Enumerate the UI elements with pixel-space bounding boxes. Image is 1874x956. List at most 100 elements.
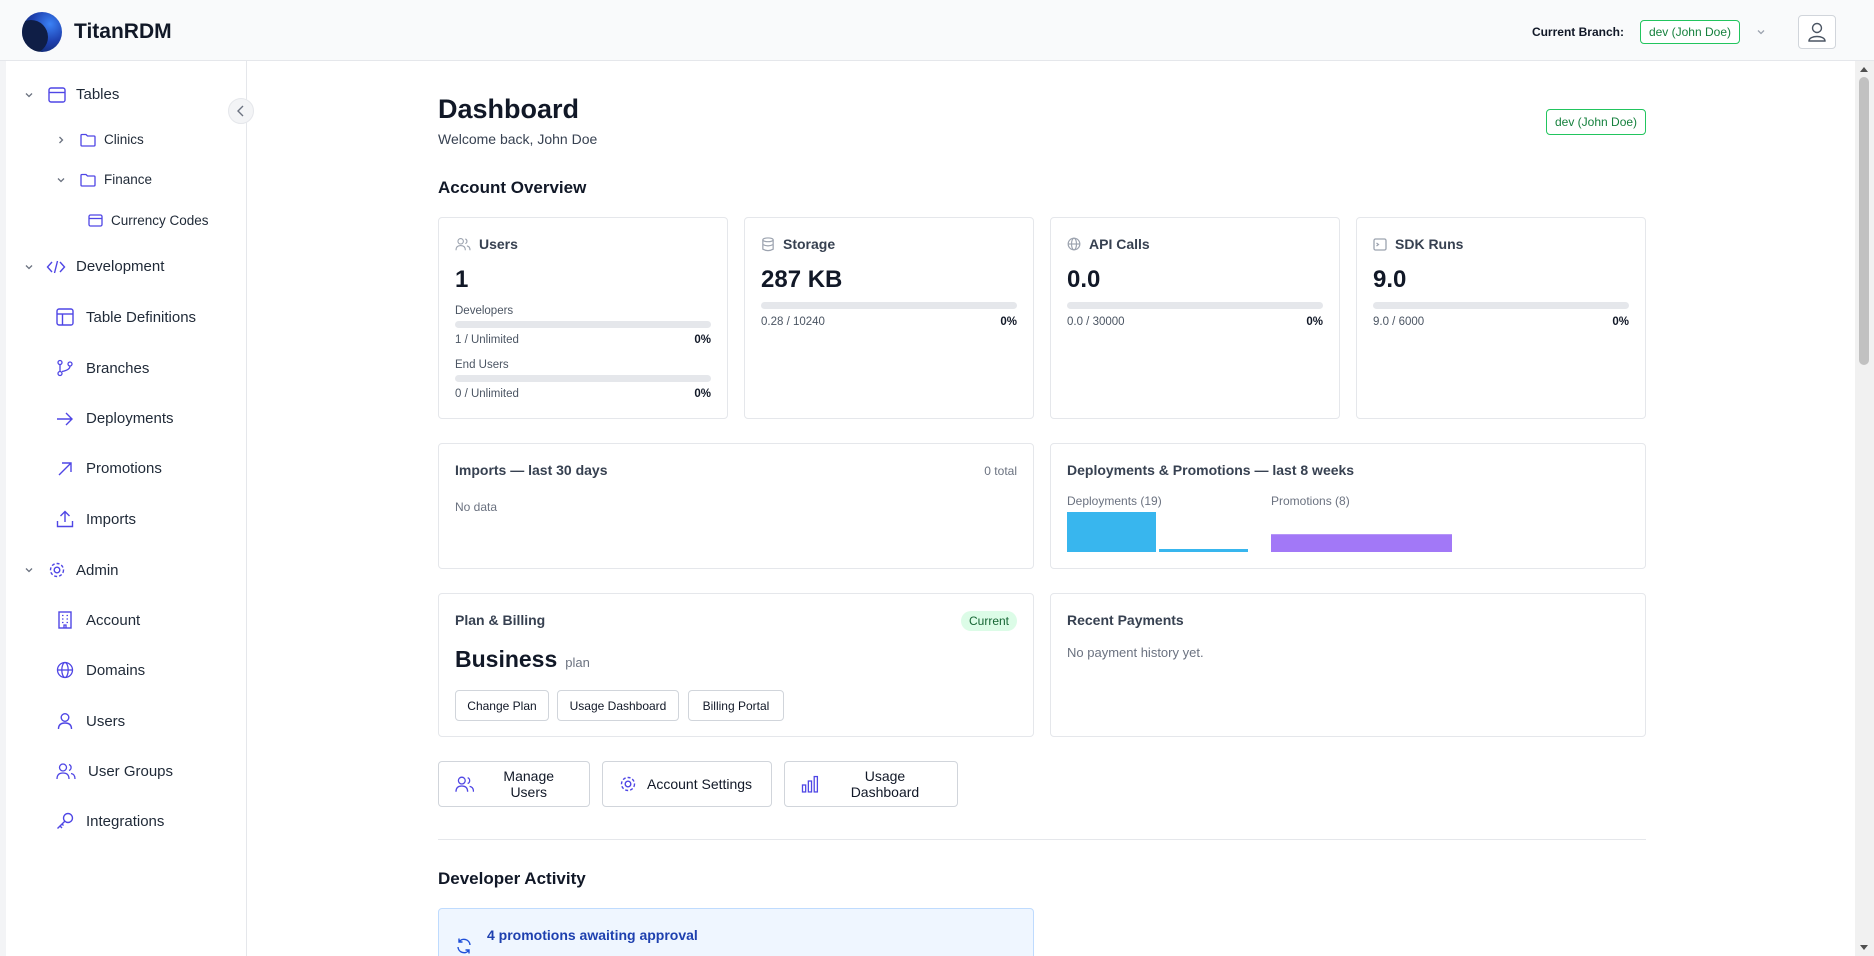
- developer-activity-title: Developer Activity: [438, 869, 586, 888]
- brand[interactable]: TitanRDM: [22, 12, 172, 52]
- sidebar-item-label: Table Definitions: [86, 308, 197, 326]
- branch-badge: dev (John Doe): [1546, 109, 1647, 135]
- user-icon: [1808, 22, 1826, 42]
- sidebar-item-user-groups[interactable]: User Groups: [56, 762, 173, 780]
- users-card: Users 1 Developers 1 / Unlimited 0% End …: [438, 217, 728, 419]
- plan-suffix: plan: [565, 655, 590, 670]
- sidebar-section-admin[interactable]: Admin: [24, 561, 119, 579]
- usage-text: 0 / Unlimited: [455, 388, 519, 400]
- sidebar-item-label: Tables: [76, 86, 120, 103]
- chevron-down-icon[interactable]: [1756, 27, 1766, 37]
- sidebar-section-tables[interactable]: Tables: [24, 86, 119, 103]
- sidebar-item-label: Deployments: [86, 410, 174, 427]
- sidebar-item-clinics[interactable]: Clinics: [56, 132, 144, 147]
- top-header: TitanRDM Current Branch: dev (John Doe): [0, 0, 1874, 61]
- usage-text: 9.0 / 6000: [1373, 316, 1425, 328]
- card-title: Deployments & Promotions — last 8 weeks: [1067, 462, 1355, 478]
- users-icon: [455, 776, 475, 792]
- chevron-down-icon: [25, 264, 33, 269]
- sidebar-item-promotions[interactable]: Promotions: [56, 460, 162, 477]
- key-icon: [57, 812, 74, 829]
- usage-dashboard-button[interactable]: Usage Dashboard: [557, 690, 679, 721]
- chevron-left-icon: [237, 105, 244, 117]
- sidebar-item-label: Admin: [76, 561, 119, 579]
- sidebar-item-branches[interactable]: Branches: [56, 359, 149, 377]
- manage-users-button[interactable]: Manage Users: [438, 761, 590, 807]
- arrow-right-icon: [57, 412, 73, 425]
- storage-value: 287 KB: [761, 266, 843, 293]
- database-icon: [762, 236, 774, 251]
- collapse-sidebar-button[interactable]: [228, 98, 254, 124]
- sidebar-section-development[interactable]: Development: [24, 258, 164, 275]
- refresh-icon: [457, 938, 471, 954]
- usage-percent: 0%: [1306, 316, 1323, 328]
- api-calls-card: API Calls 0.0 0.0 / 30000 0%: [1050, 217, 1340, 419]
- plan-name-row: Business plan: [455, 646, 590, 673]
- folder-icon: [80, 173, 96, 187]
- sidebar-item-label: Finance: [104, 172, 153, 187]
- usage-percent: 0%: [1612, 316, 1629, 328]
- button-label: Account Settings: [647, 776, 753, 792]
- sdk-runs-progress: [1373, 302, 1629, 309]
- globe-icon: [56, 661, 74, 679]
- branch-selector: Current Branch: dev (John Doe): [1532, 20, 1766, 44]
- sidebar-item-domains[interactable]: Domains: [56, 661, 145, 679]
- account-settings-button[interactable]: Account Settings: [602, 761, 772, 807]
- end-users-progress: [455, 375, 711, 382]
- sidebar-item-label: Clinics: [104, 132, 144, 147]
- sidebar-item-table-definitions[interactable]: Table Definitions: [56, 308, 196, 326]
- scrollbar[interactable]: [1855, 61, 1874, 956]
- sidebar-item-label: Account: [86, 611, 141, 629]
- usage-dashboard-action-button[interactable]: Usage Dashboard: [784, 761, 958, 807]
- user-menu-button[interactable]: [1798, 15, 1836, 49]
- sidebar-item-integrations[interactable]: Integrations: [56, 812, 164, 830]
- sdk-runs-meta: 9.0 / 6000 0%: [1373, 316, 1629, 328]
- card-header: Users: [455, 236, 518, 252]
- sidebar-item-label: Development: [76, 258, 165, 275]
- brand-name: TitanRDM: [74, 20, 172, 43]
- card-title: SDK Runs: [1395, 236, 1464, 252]
- scroll-up-arrow-icon[interactable]: [1860, 67, 1868, 72]
- sidebar-item-label: Currency Codes: [111, 213, 209, 228]
- alert-title: 4 promotions awaiting approval: [487, 927, 698, 943]
- sidebar-item-label: Promotions: [86, 460, 162, 477]
- button-label: Manage Users: [503, 768, 555, 800]
- usage-percent: 0%: [694, 388, 711, 400]
- card-title: API Calls: [1089, 236, 1150, 252]
- sidebar-item-label: Branches: [86, 359, 150, 377]
- sidebar-item-currency-codes[interactable]: Currency Codes: [88, 213, 209, 228]
- api-calls-progress: [1067, 302, 1323, 309]
- promotions-awaiting-alert[interactable]: 4 promotions awaiting approval: [438, 908, 1034, 956]
- account-overview-title: Account Overview: [438, 178, 587, 197]
- sidebar-item-label: Domains: [86, 661, 146, 679]
- current-plan-badge: Current: [960, 611, 1017, 631]
- scrollbar-thumb[interactable]: [1859, 77, 1869, 365]
- card-title: Plan & Billing: [455, 612, 546, 628]
- change-plan-button[interactable]: Change Plan: [455, 690, 549, 721]
- code-icon: [46, 260, 66, 273]
- billing-portal-button[interactable]: Billing Portal: [688, 690, 784, 721]
- chevron-right-icon: [59, 136, 64, 143]
- chevron-down-icon: [25, 92, 33, 97]
- branch-dropdown[interactable]: dev (John Doe): [1639, 20, 1740, 44]
- chevron-down-icon: [25, 568, 33, 573]
- deployments-legend: Deployments (19): [1067, 494, 1162, 508]
- building-icon: [58, 611, 72, 629]
- card-title: Imports — last 30 days: [455, 462, 608, 478]
- branch-label: Current Branch:: [1531, 25, 1624, 39]
- api-calls-meta: 0.0 / 30000 0%: [1067, 316, 1323, 328]
- developers-label: Developers: [455, 305, 514, 317]
- scroll-down-arrow-icon[interactable]: [1860, 945, 1868, 950]
- table-icon: [48, 86, 66, 103]
- sidebar-item-account[interactable]: Account: [56, 611, 140, 629]
- sidebar-item-deployments[interactable]: Deployments: [56, 410, 174, 427]
- sidebar-item-users[interactable]: Users: [56, 712, 125, 730]
- imports-total: 0 total: [984, 464, 1017, 478]
- sidebar-item-finance[interactable]: Finance: [56, 172, 152, 187]
- developers-progress: [455, 321, 711, 328]
- sidebar-item-imports[interactable]: Imports: [56, 510, 136, 528]
- deployments-bar-1: [1067, 512, 1156, 552]
- titan-logo: [22, 12, 62, 52]
- users-value: 1: [455, 266, 469, 293]
- card-header: Plan & Billing: [455, 612, 545, 628]
